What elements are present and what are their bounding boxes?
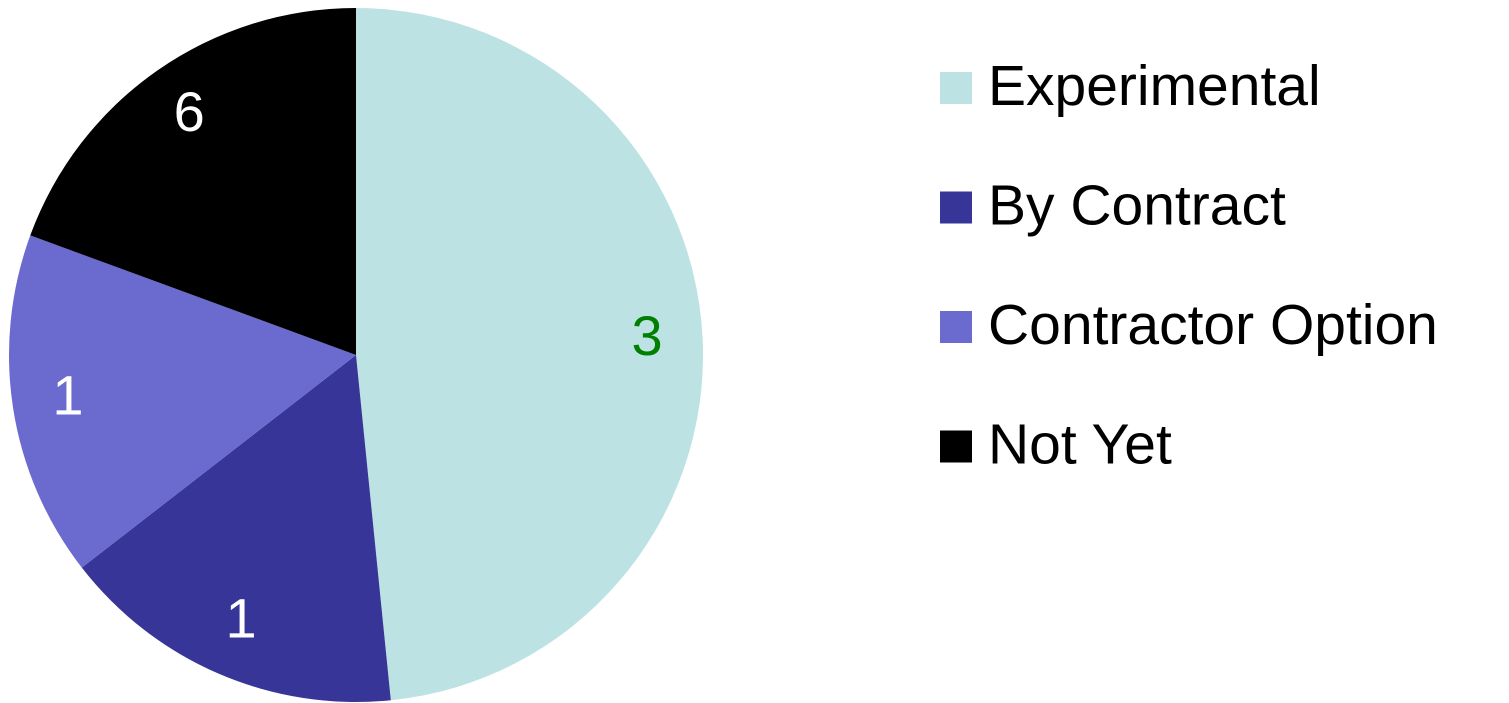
legend-swatch	[940, 430, 972, 463]
legend-label: Contractor Option	[988, 293, 1438, 357]
pie-slice	[356, 8, 703, 701]
data-label: 6	[174, 80, 205, 143]
pie-slice	[30, 8, 357, 355]
legend-swatch	[940, 72, 972, 104]
pie-slice	[81, 355, 391, 702]
legend-label: Not Yet	[988, 413, 1172, 477]
legend-swatch	[940, 191, 972, 224]
data-label: 3	[632, 304, 663, 367]
legend-swatch	[940, 311, 972, 343]
data-label: 1	[52, 363, 83, 426]
pie-slice	[8, 235, 356, 568]
legend-label: By Contract	[988, 174, 1286, 238]
legend-label: Experimental	[988, 54, 1321, 118]
data-label: 1	[226, 587, 257, 650]
